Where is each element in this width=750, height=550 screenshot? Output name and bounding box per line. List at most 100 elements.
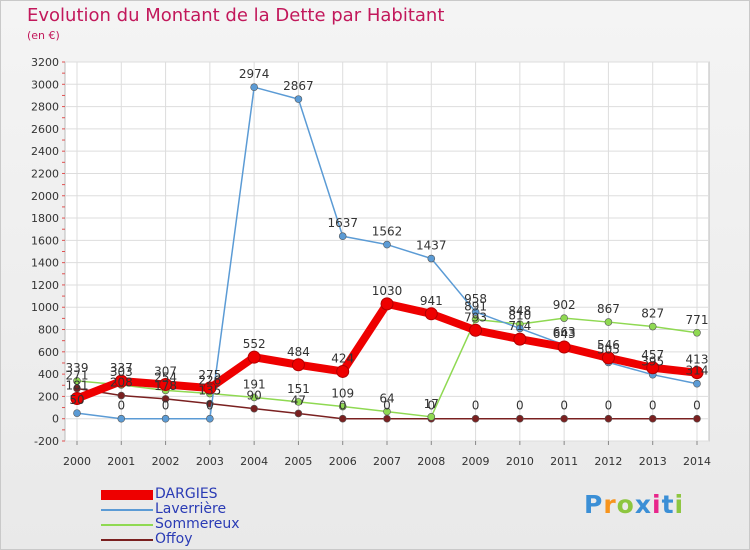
data-label: 0 [605,399,613,413]
x-tick-label: 2004 [240,455,268,468]
x-tick-label: 2005 [284,455,312,468]
data-point [336,364,350,378]
legend-swatch [101,524,153,526]
legend-label: Offoy [155,531,193,547]
data-label: 181 [66,379,89,393]
y-tick-label: 2800 [31,101,59,114]
data-point [117,414,126,423]
data-label: 0 [117,399,125,413]
data-point [70,392,84,406]
data-label: 1637 [327,216,358,230]
data-point [338,402,347,411]
data-label: 109 [331,387,354,401]
proxiti-logo: Proxiti [584,490,684,519]
data-label: 663 [553,325,576,339]
data-label: 424 [331,351,354,365]
data-label: 643 [553,327,576,341]
logo-letter: P [584,490,604,519]
data-point [604,318,613,326]
data-point [159,377,173,391]
logo-letter: t [661,490,675,519]
data-point [604,414,613,423]
y-tick-label: 3000 [31,78,59,91]
data-point [383,414,391,423]
y-tick-label: 600 [38,346,59,359]
logo-letter: o [616,490,635,519]
x-tick-label: 2007 [373,455,401,468]
data-label: 339 [66,361,89,375]
data-label: 413 [686,353,709,367]
data-point [469,323,483,337]
logo-letter: r [603,490,617,519]
data-label: 0 [339,399,347,413]
data-label: 2867 [283,79,314,93]
data-point [648,322,657,331]
x-tick-label: 2012 [594,455,622,468]
data-point [560,314,568,322]
y-tick-label: -200 [34,435,59,448]
y-tick-label: 1000 [31,301,59,314]
data-label: 307 [154,364,177,378]
data-label: 151 [287,382,310,396]
data-label: 226 [198,374,221,388]
x-tick-label: 2009 [462,455,490,468]
data-label: 254 [154,370,177,384]
x-tick-label: 2000 [63,455,91,468]
data-point [601,351,615,365]
data-label: 958 [464,292,487,306]
data-point [203,381,217,395]
data-point [471,414,480,423]
data-point [294,398,303,406]
data-label: 314 [686,364,709,378]
legend-label: Sommereux [155,516,240,532]
chart-title: Evolution du Montant de la Dette par Hab… [27,5,445,26]
data-label: 0 [560,399,568,413]
data-point [648,414,657,423]
legend-label: Laverrière [155,501,227,517]
data-label: 275 [198,368,221,382]
x-tick-label: 2003 [196,455,224,468]
data-point [471,315,480,324]
data-point [250,393,258,402]
data-label: 64 [379,392,394,406]
data-label: 337 [110,361,133,375]
data-label: 891 [464,299,487,313]
data-label: 505 [597,342,620,356]
data-label: 552 [243,337,266,351]
data-point [291,358,305,372]
data-point [427,413,436,421]
data-label: 0 [206,399,214,413]
data-point [117,391,126,400]
data-label: 135 [198,384,221,398]
data-point [560,414,568,423]
data-point [161,395,170,403]
y-tick-label: 3200 [31,56,59,69]
data-point [294,95,303,103]
data-point [383,240,391,249]
data-point [513,332,527,346]
data-label: 17 [424,397,439,411]
data-label: 178 [154,379,177,393]
data-point [73,384,81,393]
data-point [424,307,438,321]
data-point [338,232,347,241]
y-tick-label: 800 [38,324,59,337]
data-point [383,407,391,416]
data-label: 546 [597,338,620,352]
legend-swatch [101,490,153,500]
data-label: 848 [508,304,531,318]
data-point [693,328,701,337]
y-tick-label: 1800 [31,212,59,225]
x-tick-label: 2006 [329,455,357,468]
data-label: 1562 [372,225,403,239]
chart-subtitle: (en €) [27,29,60,42]
x-tick-label: 2002 [152,455,180,468]
x-tick-label: 2010 [506,455,534,468]
data-point [427,254,436,263]
data-label: 867 [597,302,620,316]
logo-letter: i [674,490,685,519]
data-point [114,374,128,388]
data-label: 941 [420,294,443,308]
data-point [161,414,170,423]
data-label: 793 [464,310,487,324]
